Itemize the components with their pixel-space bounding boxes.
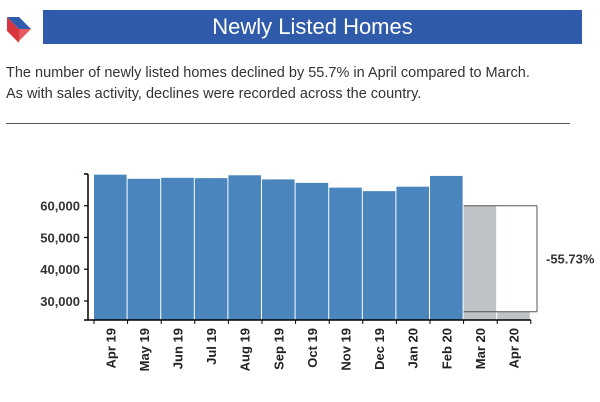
bar-chart: 30,000 40,000 50,000 60,000 Apr 19 May 19 Jun … <box>40 173 595 371</box>
title-bar: Newly Listed Homes <box>43 10 582 44</box>
x-tick-label-mar-20: Mar 20 <box>473 328 488 369</box>
x-tick-label-aug-19: Aug 19 <box>238 328 253 371</box>
bar-sep-19 <box>262 179 295 320</box>
change-annotation: -55.73% <box>546 252 595 267</box>
x-tick-label-dec-19: Dec 19 <box>372 328 387 370</box>
logo-blue-shape <box>7 17 31 29</box>
x-tick-label-feb-20: Feb 20 <box>439 328 454 369</box>
x-tick-label-nov-19: Nov 19 <box>339 328 354 371</box>
y-tick-label-40000: 40,000 <box>40 262 80 277</box>
bar-jan-20 <box>396 186 429 320</box>
bar-oct-19 <box>295 182 329 320</box>
x-tick-label-jun-19: Jun 19 <box>171 328 186 369</box>
divider <box>6 123 570 124</box>
bar-apr-20 <box>497 311 530 320</box>
description-line-1: The number of newly listed homes decline… <box>6 65 530 81</box>
bar-apr-19 <box>94 174 127 320</box>
bar-nov-19 <box>329 187 362 320</box>
x-tick-label-apr-20: Apr 20 <box>507 328 522 368</box>
x-tick-label-apr-19: Apr 19 <box>103 328 118 368</box>
y-tick-label-50000: 50,000 <box>40 230 80 245</box>
page-title: Newly Listed Homes <box>212 14 413 39</box>
bar-mar-20 <box>463 205 497 320</box>
x-tick-label-oct-19: Oct 19 <box>305 328 320 368</box>
bar-may-19 <box>127 178 161 320</box>
bar-jul-19 <box>194 178 228 320</box>
bar-feb-20 <box>430 175 463 320</box>
y-tick-label-60000: 60,000 <box>40 199 80 214</box>
bar-dec-19 <box>362 191 396 320</box>
brand-logo <box>7 17 31 43</box>
description-line-2: As with sales activity, declines were re… <box>6 86 422 102</box>
logo-red-chevron <box>19 29 31 41</box>
bar-jun-19 <box>161 177 194 320</box>
x-tick-label-jul-19: Jul 19 <box>204 328 219 365</box>
x-tick-label-may-19: May 19 <box>137 328 152 371</box>
x-tick-label-jan-20: Jan 20 <box>406 328 421 368</box>
logo-red-shape <box>7 17 19 43</box>
y-tick-label-30000: 30,000 <box>40 294 80 309</box>
bar-aug-19 <box>228 175 261 320</box>
x-tick-label-sep-19: Sep 19 <box>271 328 286 370</box>
description: The number of newly listed homes decline… <box>6 63 586 105</box>
